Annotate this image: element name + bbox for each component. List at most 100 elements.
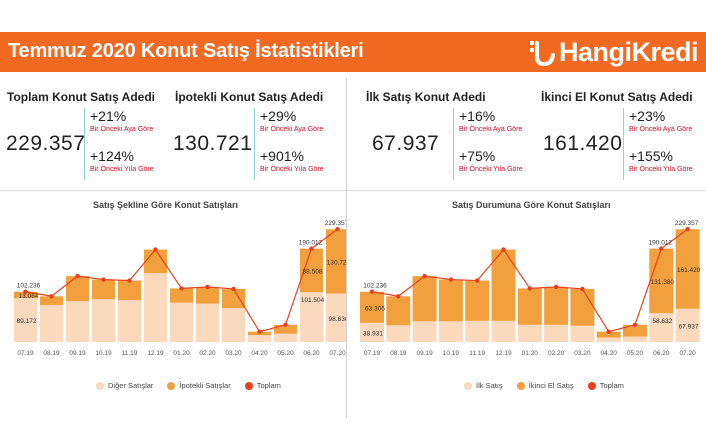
kpi-value-mortgage: 130.721 [173, 132, 253, 155]
data-label: 131.380 [651, 279, 675, 286]
data-label: 101.504 [301, 297, 325, 304]
data-label: 13.064 [19, 293, 39, 300]
kpi-title-first-sale: İlk Satış Konut Adedi [366, 90, 486, 104]
data-label: 190.012 [299, 240, 323, 247]
kpi-yearly-mortgage: +901% [260, 148, 304, 164]
bar-Diğer Satışlar [66, 301, 89, 342]
x-tick-label: 07.20 [679, 350, 696, 357]
x-tick-label: 05.20 [277, 350, 294, 357]
x-tick-label: 08.19 [390, 350, 407, 357]
bar-Diğer Satışlar [40, 305, 63, 342]
x-tick-label: 04.20 [601, 350, 618, 357]
total-point [205, 284, 210, 290]
legend-left: Diğer Satışlar İpotekli Satışlar Toplam [96, 381, 295, 390]
total-point [369, 289, 375, 294]
bar-İkinci El Satış [675, 229, 700, 309]
bar-İlk Satış [360, 322, 384, 342]
kpi-yearly-label-total: Bir Önceki Yıla Göre [90, 166, 154, 173]
data-label: 102.236 [363, 283, 387, 290]
bar-İlk Satış [623, 336, 647, 342]
kpi-value-first-sale: 67.937 [372, 132, 440, 155]
x-tick-label: 10.19 [443, 350, 460, 357]
legend-label: Toplam [599, 381, 624, 390]
legend-item: Toplam [244, 381, 281, 390]
total-point [396, 294, 401, 299]
total-point [685, 227, 690, 232]
x-tick-label: 11.19 [469, 350, 485, 357]
panel-divider [346, 78, 347, 418]
total-point [335, 227, 340, 232]
bar-İpotekli Satışlar [196, 286, 219, 304]
bar-Diğer Satışlar [118, 300, 141, 342]
legend-item: İlk Satış [464, 381, 503, 390]
bar-İlk Satış [570, 325, 595, 342]
bar-İkinci El Satış [649, 248, 674, 314]
bar-Diğer Satışlar [170, 302, 193, 342]
legend-dot [96, 381, 104, 390]
bar-Diğer Satışlar [326, 293, 346, 342]
bar-İlk Satış [544, 324, 569, 342]
x-tick-label: 02.20 [199, 350, 216, 357]
bar-İpotekli Satışlar [222, 288, 245, 309]
legend-item: Diğer Satışlar [96, 381, 153, 390]
kpi-value-second-hand: 161.420 [543, 132, 623, 155]
kpi-monthly-label-second-hand: Bir Önceki Aya Göre [629, 126, 693, 133]
total-point [553, 284, 559, 290]
bar-İlk Satış [649, 313, 674, 342]
kpi-yearly-label-first-sale: Bir Önceki Yıla Göre [459, 166, 523, 173]
smile-logo-icon [529, 41, 555, 67]
page-title: Temmuz 2020 Konut Satış İstatistikleri [8, 40, 364, 62]
total-point [632, 322, 638, 327]
bar-İkinci El Satış [570, 288, 595, 326]
bar-İpotekli Satışlar [274, 324, 297, 334]
kpi-yearly-label-second-hand: Bir Önceki Yıla Göre [629, 166, 693, 173]
bar-İkinci El Satış [465, 280, 490, 321]
bar-İkinci El Satış [386, 296, 411, 326]
kpi-monthly-first-sale: +16% [459, 108, 496, 124]
bar-Diğer Satışlar [144, 273, 167, 342]
legend-dot [244, 381, 253, 390]
kpi-yearly-total: +124% [90, 148, 134, 164]
kpi-value-total: 229.357 [6, 132, 86, 155]
legend-dot [464, 381, 472, 390]
x-tick-label: 09.19 [69, 350, 86, 357]
kpi-monthly-label-mortgage: Bir Önceki Aya Göre [260, 126, 324, 133]
data-label: 58.632 [652, 318, 672, 325]
total-point [49, 294, 54, 299]
data-label: 190.012 [649, 240, 673, 247]
kpi-monthly-total: +21% [90, 108, 127, 124]
data-label: 38.931 [363, 330, 383, 337]
legend-label: İlk Satış [476, 381, 503, 390]
data-label: 63.305 [365, 305, 385, 312]
x-tick-label: 01.20 [173, 350, 190, 357]
data-label: 67.937 [679, 323, 699, 330]
total-point [527, 286, 532, 291]
x-tick-label: 06.20 [653, 350, 670, 357]
bar-İpotekli Satışlar [144, 249, 167, 274]
data-label: 161.420 [677, 267, 701, 274]
bar-Diğer Satışlar [14, 298, 37, 342]
kpi-divider-line [84, 108, 85, 180]
kpi-yearly-label-mortgage: Bir Önceki Yıla Göre [260, 166, 324, 173]
total-point [580, 286, 585, 292]
bar-Diğer Satışlar [300, 292, 323, 342]
x-tick-label: 12.19 [147, 350, 164, 357]
chart-title-left: Satış Şekline Göre Konut Satışları [93, 200, 239, 210]
bar-İpotekli Satışlar [300, 248, 323, 293]
total-point [309, 246, 314, 251]
total-point [257, 329, 262, 334]
bar-İkinci El Satış [596, 331, 621, 338]
bar-İlk Satış [596, 337, 621, 342]
legend-dot [516, 381, 525, 390]
data-label: 88.508 [303, 268, 323, 275]
kpi-yearly-second-hand: +155% [629, 148, 673, 164]
x-tick-label: 12.19 [495, 350, 512, 357]
total-point [127, 278, 132, 283]
total-point [101, 277, 106, 282]
total-point [448, 277, 454, 282]
total-point [422, 273, 427, 279]
kpi-monthly-label-total: Bir Önceki Aya Göre [90, 126, 154, 133]
legend-item: İpotekli Satışlar [167, 381, 231, 390]
header-bar: Temmuz 2020 Konut Satış İstatistikleri H… [0, 32, 706, 72]
bar-Diğer Satışlar [222, 308, 245, 342]
